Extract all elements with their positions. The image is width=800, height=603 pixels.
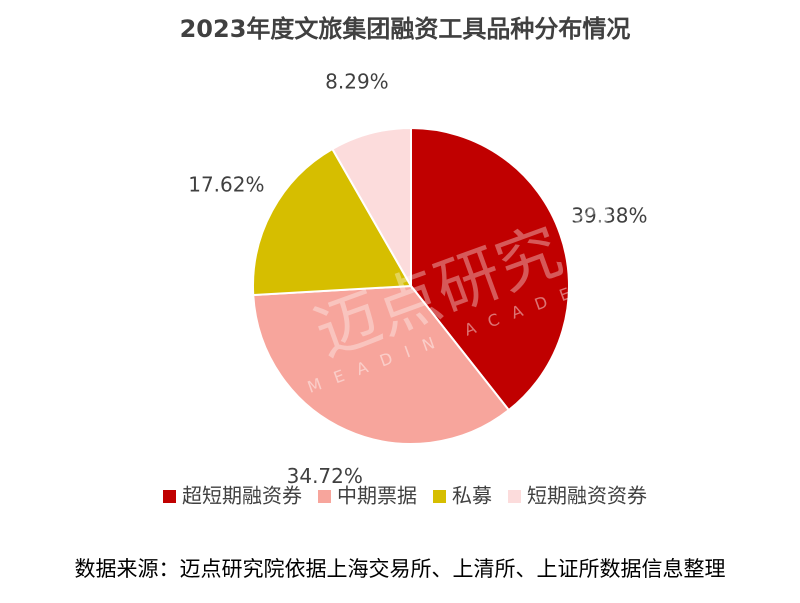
legend: 超短期融资券 中期票据 私募 短期融资资券 xyxy=(163,484,647,508)
data-label: 17.62% xyxy=(188,172,264,196)
source-note: 数据来源：迈点研究院依据上海交易所、上清所、上证所数据信息整理 xyxy=(75,557,726,581)
legend-label: 短期融资资券 xyxy=(527,484,647,508)
data-label: 34.72% xyxy=(287,464,363,488)
legend-swatch xyxy=(318,490,331,503)
legend-label: 私募 xyxy=(452,484,492,508)
legend-label: 超短期融资券 xyxy=(182,484,302,508)
pie-slice xyxy=(252,147,413,297)
legend-swatch xyxy=(433,490,446,503)
legend-label: 中期票据 xyxy=(337,484,417,508)
chart-title: 2023年度文旅集团融资工具品种分布情况 xyxy=(180,15,631,43)
legend-swatch xyxy=(508,490,521,503)
legend-swatch xyxy=(163,490,176,503)
pie-slice xyxy=(331,126,412,290)
data-label: 8.29% xyxy=(325,70,389,94)
data-label: 39.38% xyxy=(571,204,647,228)
pie-slice xyxy=(252,284,511,445)
pie-slice xyxy=(410,126,570,412)
